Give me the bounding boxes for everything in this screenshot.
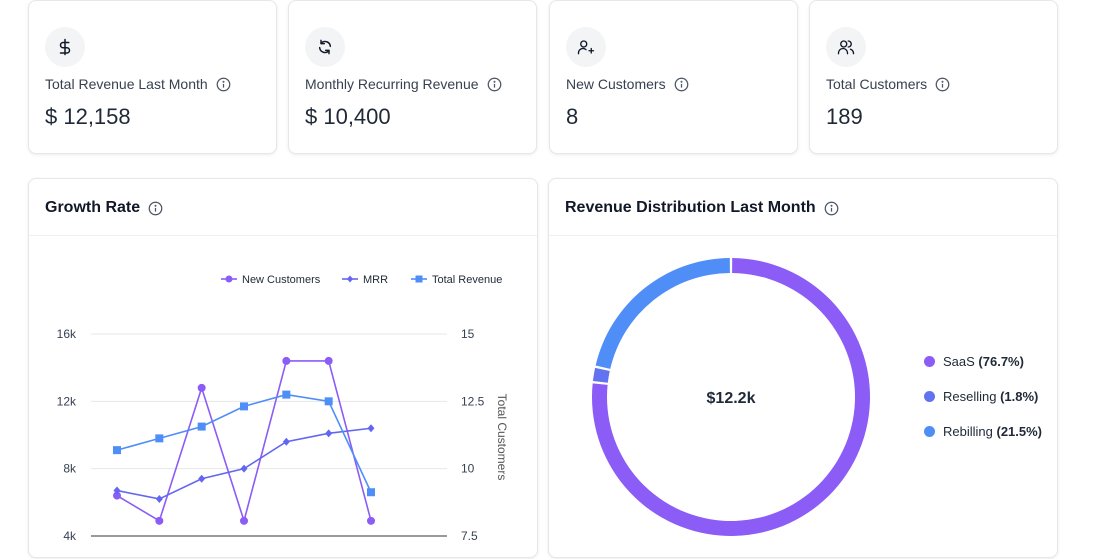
y-left-tick-label: 4k	[63, 529, 77, 543]
stat-card-total-customers: Total Customers 189	[809, 0, 1058, 154]
data-point	[367, 424, 375, 433]
y-left-tick-label: 12k	[57, 394, 77, 408]
legend-label: New Customers	[242, 274, 321, 286]
data-point	[155, 494, 163, 503]
users-icon	[826, 27, 866, 67]
data-point	[113, 486, 121, 495]
stat-value: 189	[826, 104, 863, 129]
legend-label: Total Revenue	[432, 274, 502, 286]
legend-marker	[415, 275, 423, 283]
data-point	[240, 402, 248, 411]
stat-value: $ 10,400	[305, 104, 391, 129]
donut-slice	[592, 367, 610, 383]
legend-slice-name: Rebilling	[943, 424, 997, 439]
donut-center-label: $12.2k	[707, 390, 756, 407]
legend-item: SaaS (76.7%)	[924, 354, 1024, 369]
legend-marker	[347, 275, 353, 283]
revenue-donut-chart: $12.2k	[592, 258, 870, 536]
data-point	[282, 437, 290, 446]
stat-label: Total Customers	[826, 76, 928, 92]
y-right-tick-label: 15	[461, 327, 475, 341]
data-point	[155, 434, 164, 443]
data-point	[155, 516, 164, 525]
data-point	[282, 390, 291, 399]
y-right-tick-label: 10	[461, 462, 475, 476]
stat-card-mrr: Monthly Recurring Revenue $ 10,400	[288, 0, 537, 154]
info-icon[interactable]	[216, 77, 231, 92]
growth-rate-panel: Growth Rate 16k 12k 8k 4k 15 12.5 10 7.5 Total C…	[28, 178, 538, 558]
data-point	[282, 356, 291, 365]
legend-text: Reselling (1.8%)	[943, 389, 1038, 404]
data-point	[325, 429, 333, 438]
legend-slice-percent: (21.5%)	[996, 424, 1043, 439]
legend-label: MRR	[363, 274, 388, 286]
stat-value: $ 12,158	[45, 104, 131, 129]
legend-slice-name: Reselling	[943, 389, 1001, 404]
info-icon[interactable]	[674, 77, 689, 92]
y-right-tick-label: 12.5	[461, 394, 485, 408]
legend-slice-percent: (1.8%)	[1000, 389, 1039, 404]
data-point	[367, 488, 375, 497]
legend-item: Rebilling (21.5%)	[924, 424, 1042, 439]
data-point	[113, 491, 121, 500]
data-point	[197, 383, 206, 392]
data-point	[240, 464, 248, 473]
legend-dot	[924, 391, 935, 402]
y-right-axis-label: Total Customers	[495, 394, 509, 481]
stat-label: Total Revenue Last Month	[45, 76, 208, 92]
data-point	[240, 516, 248, 525]
user-plus-icon	[566, 27, 606, 67]
legend-marker	[225, 275, 233, 283]
donut-slice	[595, 258, 730, 369]
legend-slice-percent: (76.7%)	[978, 354, 1024, 369]
legend-dot	[924, 356, 935, 367]
y-left-tick-label: 16k	[57, 327, 77, 341]
revenue-distribution-panel: Revenue Distribution Last Month $12.2k S…	[548, 178, 1058, 558]
data-point	[324, 356, 333, 365]
series-line	[116, 360, 372, 524]
data-point	[113, 446, 121, 455]
legend-slice-name: SaaS	[943, 354, 979, 369]
dollar-icon	[45, 27, 85, 67]
growth-line-chart: 16k 12k 8k 4k 15 12.5 10 7.5 Total Customers New …	[57, 274, 509, 543]
stat-card-total-revenue: Total Revenue Last Month $ 12,158	[28, 0, 277, 154]
stat-label: New Customers	[566, 76, 666, 92]
panel-divider	[549, 235, 1057, 236]
panel-divider	[29, 235, 537, 236]
stat-card-new-customers: New Customers 8	[549, 0, 798, 154]
legend-text: Rebilling (21.5%)	[943, 424, 1042, 439]
stat-label: Monthly Recurring Revenue	[305, 76, 479, 92]
data-point	[324, 397, 333, 406]
legend-item: Reselling (1.8%)	[924, 389, 1038, 404]
refresh-icon	[305, 27, 345, 67]
info-icon[interactable]	[148, 201, 163, 216]
info-icon[interactable]	[824, 201, 839, 216]
data-point	[367, 516, 375, 525]
panel-title: Growth Rate	[45, 199, 141, 216]
legend-dot	[924, 426, 935, 437]
data-point	[198, 474, 206, 483]
y-left-tick-label: 8k	[63, 462, 77, 476]
y-right-tick-label: 7.5	[461, 529, 478, 543]
panel-title: Revenue Distribution Last Month	[565, 199, 816, 216]
info-icon[interactable]	[487, 77, 502, 92]
data-point	[197, 422, 206, 431]
stat-value: 8	[566, 104, 579, 129]
info-icon[interactable]	[935, 77, 950, 92]
legend-text: SaaS (76.7%)	[943, 354, 1024, 369]
